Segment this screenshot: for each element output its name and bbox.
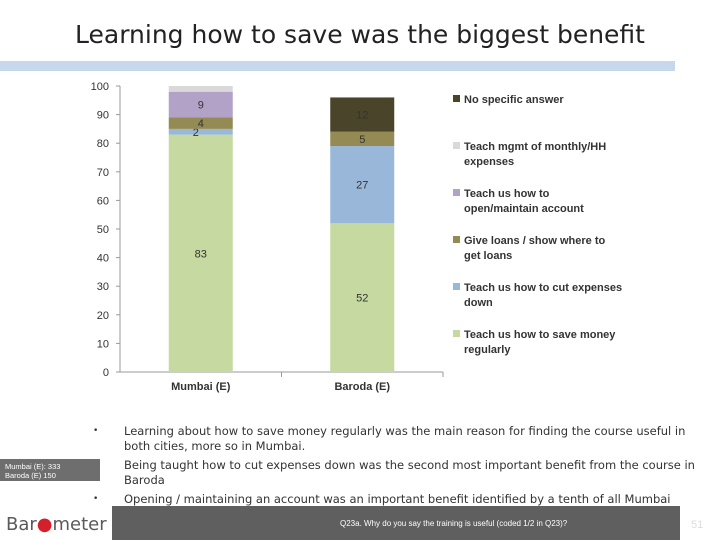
data-label: 12 — [356, 110, 368, 122]
bar-segment — [330, 223, 395, 372]
data-label: 27 — [356, 180, 368, 192]
legend-label-line: get loans — [464, 250, 512, 262]
bar-segment — [168, 86, 233, 92]
legend-swatch — [453, 236, 460, 243]
bar-segment — [330, 146, 395, 224]
y-tick-label: 90 — [97, 110, 109, 122]
legend-label-line: down — [464, 297, 493, 309]
bar-segment — [168, 134, 233, 372]
logo-text-post: meter — [52, 514, 107, 535]
y-tick-label: 40 — [97, 253, 109, 265]
page-number: 51 — [691, 519, 704, 531]
legend-swatch — [453, 189, 460, 196]
data-label: 2 — [193, 127, 199, 139]
legend-label-line: Teach us how to cut expenses — [464, 282, 622, 294]
legend-label-line: Teach us how to — [464, 188, 550, 200]
legend-swatch — [453, 142, 460, 149]
bar-segment — [330, 97, 395, 132]
legend-swatch — [453, 283, 460, 290]
x-category-label: Mumbai (E) — [171, 381, 231, 393]
barometer-logo: Bar●meter — [6, 514, 107, 535]
legend-label: Teach mgmt of monthly/HH expenses — [464, 141, 606, 168]
finding-bullet: Being taught how to cut expenses down wa… — [93, 458, 702, 488]
bar-segment — [330, 131, 395, 147]
legend-swatch — [453, 95, 460, 102]
legend-label-line: Teach us how to save money — [464, 329, 616, 341]
x-category-label: Baroda (E) — [334, 381, 390, 393]
question-footnote: Q23a. Why do you say the training is use… — [340, 519, 568, 528]
data-label: 52 — [356, 293, 368, 305]
legend-label: Teach us how to open/maintain account — [464, 188, 584, 215]
legend-label-line: Teach mgmt of monthly/HH — [464, 141, 606, 153]
legend-label-line: open/maintain account — [464, 203, 584, 215]
footer-bar — [112, 506, 680, 540]
bar-segment — [168, 128, 233, 135]
legend-label: Teach us how to cut expenses down — [464, 282, 622, 309]
legend-label: Give loans / show where to get loans — [464, 235, 605, 262]
sample-size-box: Mumbai (E): 333 Baroda (E) 150 — [0, 459, 100, 481]
finding-bullet: Learning about how to save money regular… — [93, 424, 702, 454]
logo-dot: ● — [36, 514, 53, 535]
sample-size-baroda: Baroda (E) 150 — [5, 471, 56, 480]
y-tick-label: 80 — [97, 138, 109, 150]
y-tick-label: 50 — [97, 224, 109, 236]
data-label: 4 — [198, 118, 204, 130]
sample-size-mumbai: Mumbai (E): 333 — [5, 462, 61, 471]
data-label: 5 — [359, 134, 365, 146]
page-title: Learning how to save was the biggest ben… — [75, 20, 645, 49]
legend-label-line: Give loans / show where to — [464, 235, 605, 247]
bar-segment — [168, 117, 233, 129]
y-tick-label: 10 — [97, 338, 109, 350]
y-tick-label: 30 — [97, 281, 109, 293]
y-tick-label: 100 — [91, 81, 109, 93]
legend-swatch — [453, 330, 460, 337]
legend-label: No specific answer — [464, 94, 564, 106]
logo-text-pre: Bar — [6, 514, 37, 535]
data-label: 9 — [198, 100, 204, 112]
stacked-bar-chart: 0 10 20 30 40 50 60 70 80 90 100 83 24 9 Mumbai (E) 52 2… — [91, 81, 622, 393]
title-underline-bar — [0, 61, 675, 71]
legend-label: Teach us how to save money regularly — [464, 329, 616, 356]
y-tick-label: 60 — [97, 195, 109, 207]
y-tick-label: 70 — [97, 167, 109, 179]
legend-label-line: expenses — [464, 156, 514, 168]
legend-label-line: regularly — [464, 344, 511, 356]
legend-label-line: No specific answer — [464, 94, 564, 106]
y-tick-label: 20 — [97, 310, 109, 322]
y-tick-label: 0 — [103, 367, 109, 379]
bar-segment — [168, 91, 233, 118]
data-label: 83 — [195, 248, 207, 260]
